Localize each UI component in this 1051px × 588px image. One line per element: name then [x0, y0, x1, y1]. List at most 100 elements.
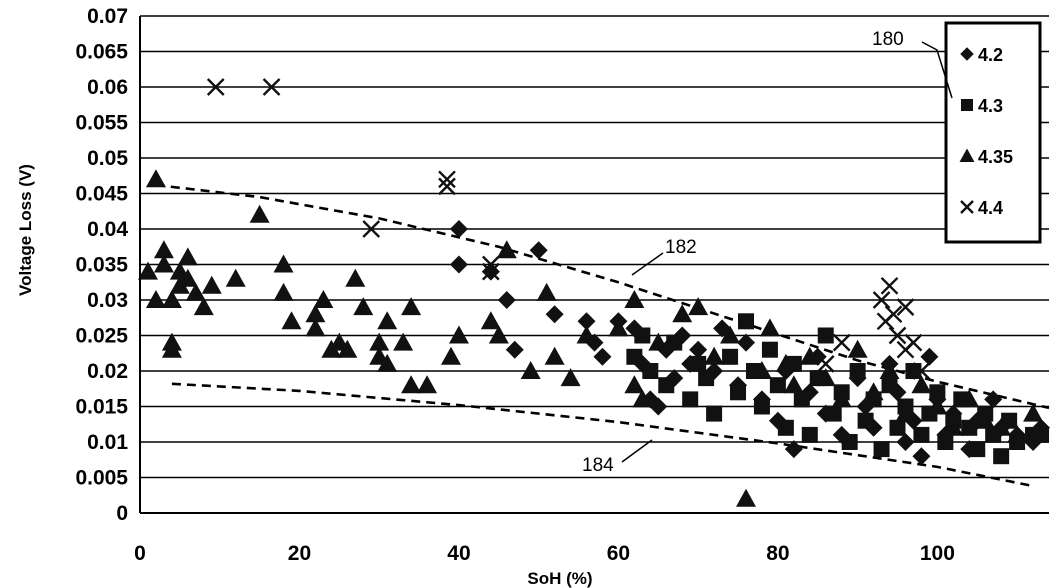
- data-point-square: [913, 426, 930, 443]
- data-point-triangle: [161, 339, 182, 358]
- y-tick-label: 0.045: [75, 183, 128, 206]
- data-point-triangle: [720, 325, 741, 344]
- data-point-square: [793, 391, 810, 408]
- data-point-triangle: [305, 304, 326, 323]
- data-point-triangle: [488, 325, 509, 344]
- data-point-square: [666, 334, 683, 351]
- legend-label: 4.3: [978, 96, 1003, 116]
- y-tick-label: 0.02: [87, 360, 128, 383]
- data-point-triangle: [448, 325, 469, 344]
- data-point-square: [777, 419, 794, 436]
- y-tick-label: 0.005: [75, 467, 128, 490]
- y-tick-label: 0.035: [75, 254, 128, 277]
- data-point-triangle: [393, 332, 414, 351]
- data-point-x: [912, 362, 931, 380]
- data-point-triangle: [496, 240, 517, 259]
- data-point-triangle: [831, 389, 852, 408]
- data-point-square: [642, 363, 659, 379]
- y-tick-label: 0.055: [75, 112, 128, 135]
- data-point-triangle: [480, 311, 501, 330]
- data-points: [137, 78, 1051, 507]
- legend: 4.2 4.3 4.35 4.4: [944, 21, 1042, 244]
- data-point-square: [1001, 412, 1018, 429]
- y-tick-label: 0.015: [75, 396, 128, 419]
- y-tick-label: 0.05: [87, 147, 128, 170]
- data-point-diamond: [593, 347, 612, 366]
- data-point-triangle: [1023, 403, 1044, 422]
- data-point-triangle: [911, 375, 932, 394]
- data-point-triangle: [353, 297, 374, 316]
- data-point-x: [896, 298, 915, 316]
- data-point-triangle: [305, 318, 326, 337]
- data-point-triangle: [815, 368, 836, 387]
- data-point-triangle: [440, 346, 461, 365]
- data-point-x: [262, 78, 281, 96]
- data-point-square: [682, 391, 699, 408]
- data-point-triangle: [281, 311, 302, 330]
- x-tick-label: 0: [134, 542, 146, 565]
- data-point-triangle: [991, 417, 1012, 436]
- data-point-triangle: [1007, 424, 1028, 443]
- y-tick-label: 0.065: [75, 41, 128, 64]
- data-point-square: [961, 419, 978, 436]
- callout-180-label: 180: [872, 29, 904, 50]
- data-point-square: [817, 327, 834, 344]
- x-tick-label: 20: [288, 542, 311, 565]
- y-tick-label: 0.07: [87, 5, 128, 28]
- data-point-square: [825, 405, 842, 422]
- data-point-diamond: [737, 333, 755, 352]
- callout-182-label: 182: [665, 237, 697, 258]
- data-point-square: [969, 441, 986, 458]
- data-point-triangle: [273, 282, 294, 301]
- y-tick-label: 0.04: [87, 218, 128, 241]
- data-point-square: [905, 363, 922, 379]
- data-point-triangle: [225, 268, 246, 287]
- data-point-triangle: [576, 325, 597, 344]
- x-tick-label: 40: [447, 542, 470, 565]
- data-point-diamond: [920, 347, 939, 366]
- y-tick-label: 0.03: [87, 289, 128, 312]
- data-point-square: [730, 384, 747, 401]
- legend-marker-x: [960, 200, 974, 214]
- data-point-diamond: [689, 340, 708, 359]
- axes: [139, 16, 1049, 514]
- data-point-diamond: [649, 397, 668, 416]
- data-point-triangle: [608, 318, 629, 337]
- data-point-triangle: [648, 332, 669, 351]
- legend-label: 4.2: [978, 45, 1003, 65]
- data-point-diamond: [449, 220, 468, 238]
- data-point-triangle: [895, 403, 916, 422]
- data-point-x: [481, 262, 500, 281]
- data-point-x: [362, 220, 381, 238]
- dashed-reference-line: [171, 382, 1034, 488]
- x-tick-label: 80: [766, 542, 789, 565]
- callout-182-leader: [631, 252, 664, 276]
- data-point-square: [738, 313, 754, 330]
- data-point-square: [849, 363, 866, 379]
- callout-180-leader: [921, 41, 953, 99]
- data-point-diamond: [896, 433, 915, 451]
- data-point-triangle: [959, 389, 980, 408]
- data-point-square: [993, 448, 1010, 465]
- data-point-diamond: [505, 340, 524, 359]
- data-point-square: [769, 377, 786, 394]
- data-point-square: [753, 398, 770, 415]
- data-point-x: [880, 276, 899, 295]
- data-point-square: [698, 370, 715, 387]
- legend-label: 4.4: [978, 198, 1003, 218]
- data-point-diamond: [784, 440, 803, 459]
- y-tick-label: 0.01: [87, 431, 128, 454]
- data-point-triangle: [927, 396, 948, 415]
- data-point-triangle: [536, 282, 557, 301]
- data-point-triangle: [145, 169, 166, 188]
- x-tick-labels: 0 20 40 60 80 100: [134, 542, 955, 565]
- x-axis-title: SoH (%): [527, 569, 592, 588]
- data-point-triangle: [863, 382, 884, 401]
- data-point-square: [929, 384, 946, 401]
- data-point-diamond: [449, 255, 468, 274]
- data-point-triangle: [185, 282, 206, 301]
- data-point-triangle: [759, 318, 780, 337]
- data-point-triangle: [704, 346, 725, 365]
- y-tick-label: 0: [116, 502, 128, 525]
- data-point-triangle: [847, 339, 868, 358]
